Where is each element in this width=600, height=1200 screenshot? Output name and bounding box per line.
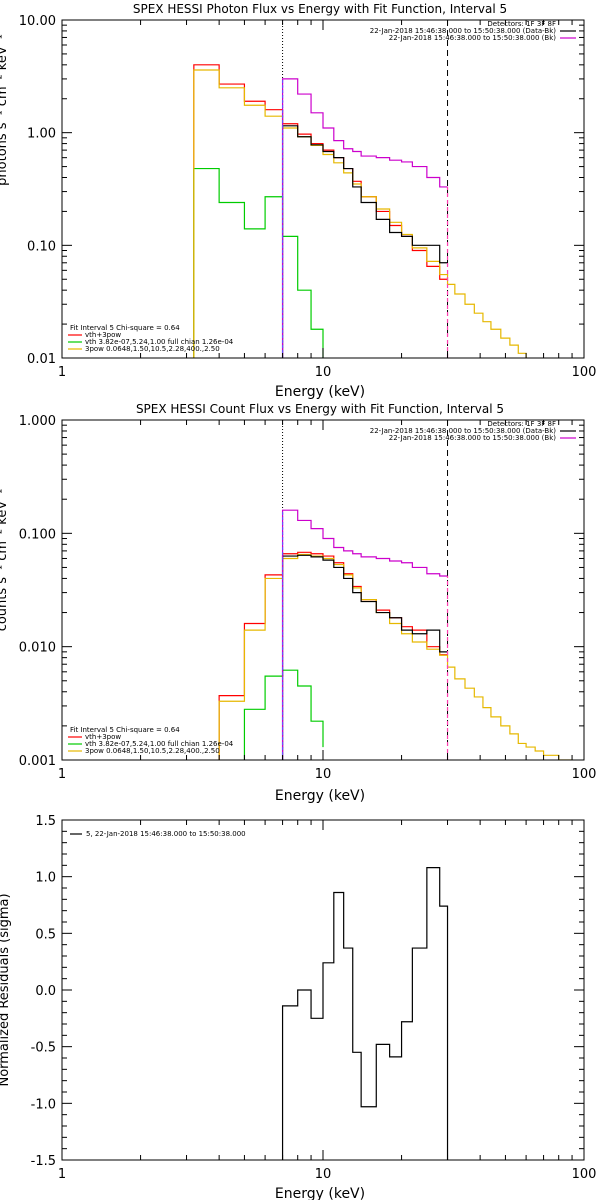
legend-entry-text: Fit Interval 5 Chi-square = 0.64 (70, 324, 180, 332)
y-tick-label: 0.10 (27, 239, 56, 254)
series-2-line (218, 553, 573, 760)
x-axis-label: Energy (keV) (275, 384, 365, 400)
series-2-line (193, 69, 527, 358)
x-tick-label: 10 (315, 1167, 332, 1182)
legend-entry-text: 22-Jan-2018 15:46:38.000 to 15:50:38.000… (370, 427, 557, 435)
count-flux-panel: SPEX HESSI Count Flux vs Energy with Fit… (0, 402, 596, 804)
x-tick-label: 100 (572, 1167, 597, 1182)
y-tick-label: -1.5 (31, 1154, 56, 1169)
series-0-line (281, 867, 449, 1160)
y-axis-label: counts s⁻¹ cm⁻² keV⁻¹ (0, 489, 10, 632)
y-axis-label: Normalized Residuals (sigma) (0, 893, 12, 1086)
y-tick-label: 0.001 (19, 754, 56, 769)
y-tick-label: 1.000 (19, 414, 56, 429)
legend-entry-text: Detectors: 1F 3F 8F (487, 20, 556, 28)
x-tick-label: 1 (58, 1167, 66, 1182)
y-tick-label: 1.0 (35, 871, 56, 886)
series-3-line (281, 125, 448, 358)
y-tick-label: -1.0 (31, 1097, 56, 1112)
legend-entry-text: 3pow 0.0648,1.50,10.5,2.28,400.,2.50 (85, 747, 220, 755)
plot-frame (61, 19, 585, 359)
legend-entry-text: 22-Jan-2018 15:46:38.000 to 15:50:38.000… (389, 434, 557, 442)
plot-area (218, 420, 573, 760)
legend-entry-text: vth+3pow (85, 331, 121, 339)
x-axis-label: Energy (keV) (275, 1186, 365, 1200)
series-4-line (281, 78, 448, 358)
x-tick-label: 10 (315, 767, 332, 782)
chart-title: SPEX HESSI Photon Flux vs Energy with Fi… (133, 2, 507, 16)
plot-frame (61, 419, 585, 761)
y-tick-label: 0.0 (35, 984, 56, 999)
series-1-line (218, 669, 324, 760)
series-4-line (281, 509, 448, 760)
series-0-line (218, 551, 448, 760)
legend-entry-text: Detectors: 1F 3F 8F (487, 420, 556, 428)
legend-entry-text: 3pow 0.0648,1.50,10.5,2.28,400.,2.50 (85, 345, 220, 353)
y-tick-label: 10.00 (19, 14, 56, 29)
x-tick-label: 100 (572, 365, 597, 380)
plot-area (193, 20, 527, 358)
legend-entry-text: vth 3.82e-07,5.24,1.00 full chian 1.26e-… (85, 740, 234, 748)
y-tick-label: -0.5 (31, 1041, 56, 1056)
x-axis-label: Energy (keV) (275, 788, 365, 804)
series-3-line (281, 554, 448, 760)
legend-entry-text: vth 3.82e-07,5.24,1.00 full chian 1.26e-… (85, 338, 234, 346)
x-tick-label: 1 (58, 767, 66, 782)
legend-entry-text: 5, 22-Jan-2018 15:46:38.000 to 15:50:38.… (86, 830, 246, 838)
series-0-line (193, 64, 448, 358)
residuals-panel: Normalized Residuals (sigma) Energy (keV… (0, 814, 596, 1200)
x-tick-label: 10 (315, 365, 332, 380)
legend-entry-text: Fit Interval 5 Chi-square = 0.64 (70, 726, 180, 734)
y-axis-label: photons s⁻¹ cm⁻² keV⁻¹ (0, 34, 10, 186)
plot-area (281, 867, 449, 1160)
legend-entry-text: vth+3pow (85, 733, 121, 741)
y-tick-label: 0.5 (35, 927, 56, 942)
x-tick-label: 1 (58, 365, 66, 380)
chart-title: SPEX HESSI Count Flux vs Energy with Fit… (136, 402, 504, 416)
legend-entry-text: 22-Jan-2018 15:46:38.000 to 15:50:38.000… (389, 34, 557, 42)
y-tick-label: 0.01 (27, 352, 56, 367)
y-tick-label: 0.100 (19, 527, 56, 542)
x-tick-label: 100 (572, 767, 597, 782)
y-tick-label: 1.00 (27, 127, 56, 142)
photon-flux-panel: SPEX HESSI Photon Flux vs Energy with Fi… (0, 2, 596, 400)
legend-entry-text: 22-Jan-2018 15:46:38.000 to 15:50:38.000… (370, 27, 557, 35)
y-tick-label: 0.010 (19, 641, 56, 656)
y-tick-label: 1.5 (35, 814, 56, 829)
